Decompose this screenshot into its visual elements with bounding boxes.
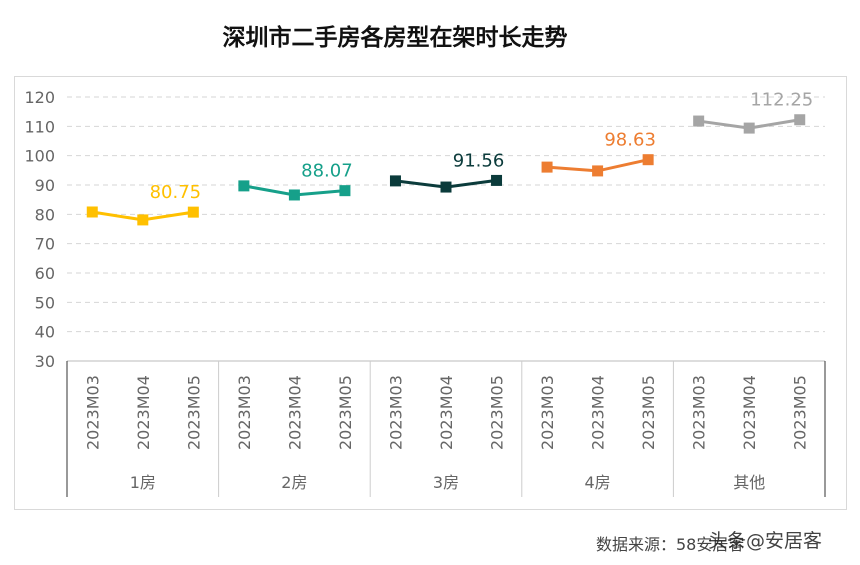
- x-tick-label: 2023M03: [690, 375, 709, 450]
- group-label: 1房: [130, 473, 156, 492]
- x-tick-label: 2023M03: [83, 375, 102, 450]
- data-source: 数据来源：58安居客: [596, 535, 745, 554]
- x-tick-label: 2023M05: [791, 375, 810, 450]
- data-label: 112.25: [750, 90, 813, 111]
- y-tick-label: 90: [35, 176, 55, 195]
- group-label: 其他: [733, 473, 765, 492]
- data-point: [491, 174, 503, 186]
- y-tick-label: 120: [24, 88, 55, 107]
- data-point: [743, 122, 755, 134]
- watermark: 头条@安居客: [708, 530, 823, 552]
- y-tick-label: 100: [24, 147, 55, 166]
- y-tick-label: 40: [35, 323, 55, 342]
- y-tick-label: 60: [35, 264, 55, 283]
- data-label: 80.75: [150, 182, 202, 203]
- x-tick-label: 2023M04: [134, 375, 153, 450]
- data-point: [389, 175, 401, 187]
- data-point: [86, 206, 98, 218]
- data-point: [592, 165, 604, 177]
- data-point: [339, 185, 351, 197]
- data-point: [642, 154, 654, 166]
- x-tick-label: 2023M04: [740, 375, 759, 450]
- x-tick-label: 2023M03: [235, 375, 254, 450]
- data-point: [440, 181, 452, 193]
- x-tick-label: 2023M04: [437, 375, 456, 450]
- x-tick-label: 2023M03: [386, 375, 405, 450]
- x-tick-label: 2023M05: [488, 375, 507, 450]
- data-label: 88.07: [301, 161, 353, 182]
- y-tick-label: 70: [35, 235, 55, 254]
- x-tick-label: 2023M05: [184, 375, 203, 450]
- y-tick-label: 30: [35, 352, 55, 371]
- x-tick-label: 2023M05: [336, 375, 355, 450]
- data-label: 98.63: [604, 130, 656, 151]
- group-label: 2房: [281, 473, 307, 492]
- group-label: 3房: [433, 473, 459, 492]
- x-tick-label: 2023M04: [589, 375, 608, 450]
- data-point: [288, 189, 300, 201]
- y-tick-label: 80: [35, 205, 55, 224]
- data-point: [693, 115, 705, 127]
- data-point: [794, 114, 806, 126]
- data-label: 91.56: [453, 150, 505, 171]
- data-point: [238, 180, 250, 192]
- group-label: 4房: [585, 473, 611, 492]
- x-tick-label: 2023M04: [285, 375, 304, 450]
- data-point: [187, 206, 199, 218]
- y-tick-label: 50: [35, 293, 55, 312]
- data-point: [541, 161, 553, 173]
- data-point: [137, 214, 149, 226]
- x-tick-label: 2023M03: [538, 375, 557, 450]
- x-tick-label: 2023M05: [639, 375, 658, 450]
- chart-title: 深圳市二手房各房型在架时长走势: [222, 25, 568, 51]
- chart-frame: [14, 76, 847, 510]
- y-tick-label: 110: [24, 117, 55, 136]
